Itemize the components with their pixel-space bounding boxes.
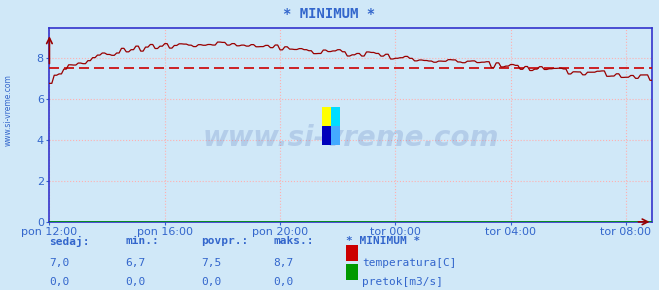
Text: sedaj:: sedaj:: [49, 236, 90, 247]
Text: 0,0: 0,0: [273, 277, 294, 287]
Text: * MINIMUM *: * MINIMUM *: [283, 7, 376, 21]
Text: 0,0: 0,0: [125, 277, 146, 287]
Text: maks.:: maks.:: [273, 236, 314, 246]
Text: povpr.:: povpr.:: [201, 236, 248, 246]
Text: temperatura[C]: temperatura[C]: [362, 258, 457, 268]
Text: pretok[m3/s]: pretok[m3/s]: [362, 277, 444, 287]
Text: 7,0: 7,0: [49, 258, 70, 268]
Text: 0,0: 0,0: [201, 277, 221, 287]
Text: 7,5: 7,5: [201, 258, 221, 268]
Text: www.si-vreme.com: www.si-vreme.com: [203, 124, 499, 152]
Text: 6,7: 6,7: [125, 258, 146, 268]
Text: min.:: min.:: [125, 236, 159, 246]
Text: 8,7: 8,7: [273, 258, 294, 268]
Text: 0,0: 0,0: [49, 277, 70, 287]
Text: www.si-vreme.com: www.si-vreme.com: [3, 74, 13, 146]
Text: * MINIMUM *: * MINIMUM *: [346, 236, 420, 246]
